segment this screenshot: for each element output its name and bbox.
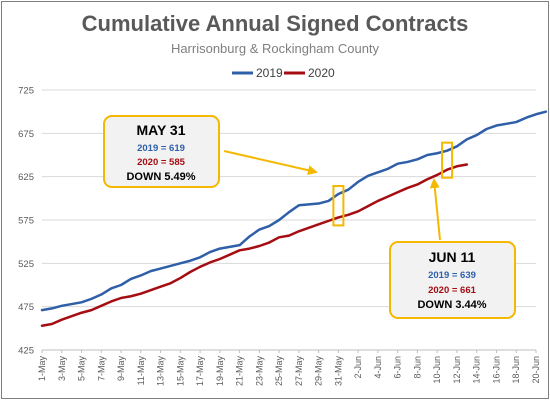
y-tick-label: 475 [18, 302, 34, 313]
x-tick-label: 19-May [215, 356, 225, 387]
x-tick-label: 29-May [314, 356, 324, 387]
x-tick-label: 12-Jun [452, 356, 462, 384]
y-tick-label: 575 [18, 216, 34, 227]
x-tick-label: 10-Jun [432, 356, 442, 384]
x-tick-label: 3-May [57, 356, 67, 382]
x-tick-label: 13-May [156, 356, 166, 387]
x-tick-label: 18-Jun [511, 356, 521, 384]
x-tick-label: 27-May [294, 356, 304, 387]
x-tick-label: 11-May [136, 356, 146, 386]
x-tick-label: 17-May [195, 356, 205, 387]
x-tick-label: 31-May [333, 356, 343, 387]
x-tick-label: 9-May [116, 356, 126, 382]
legend-label-2020: 2020 [308, 66, 335, 80]
x-tick-label: 15-May [175, 356, 185, 387]
annotation-jun11-highlight [441, 141, 454, 179]
x-tick-label: 6-Jun [393, 356, 403, 379]
series-line-2020 [40, 163, 469, 327]
y-tick-label: 675 [18, 129, 34, 140]
x-tick-label: 2-Jun [353, 356, 363, 379]
annotation-may31-line3: DOWN 5.49% [126, 171, 195, 183]
x-tick-label: 25-May [274, 356, 284, 387]
annotation-may31: MAY 31 2019 = 619 2020 = 585 DOWN 5.49% [103, 115, 345, 227]
y-tick-label: 525 [18, 259, 34, 270]
x-tick-label: 1-May [37, 356, 47, 382]
annotation-jun11-arrow [429, 178, 441, 241]
y-axis: 425 475 525 575 625 675 725 [18, 86, 34, 357]
annotation-may31-line1: 2019 = 619 [137, 143, 185, 154]
x-tick-label: 4-Jun [373, 356, 383, 379]
series-layer [40, 110, 548, 327]
annotation-jun11-box [389, 241, 516, 319]
annotation-may31-title: MAY 31 [136, 122, 185, 138]
annotation-may31-line2: 2020 = 585 [137, 157, 186, 168]
legend-label-2019: 2019 [256, 66, 283, 80]
annotation-jun11-line2: 2020 = 661 [428, 285, 477, 296]
annotation-jun11-line1: 2019 = 639 [428, 270, 476, 281]
x-tick-label: 5-May [77, 356, 87, 382]
y-tick-label: 625 [18, 172, 34, 183]
x-tick-label: 16-Jun [491, 356, 501, 384]
x-tick-label: 8-Jun [412, 356, 422, 379]
x-tick-label: 14-Jun [472, 356, 482, 384]
x-tick-label: 23-May [254, 356, 264, 387]
annotation-may31-arrow [223, 150, 318, 176]
chart-title: Cumulative Annual Signed Contracts [82, 11, 469, 36]
annotation-jun11-line3: DOWN 3.44% [417, 299, 486, 311]
annotation-jun11-title: JUN 11 [429, 249, 476, 265]
annotation-may31-highlight [332, 185, 345, 227]
x-axis: 1-May 3-May 5-May 7-May 9-May 11-May 13-May 15-… [37, 350, 541, 386]
x-tick-label: 20-Jun [531, 356, 541, 384]
annotation-jun11: JUN 11 2019 = 639 2020 = 661 DOWN 3.44% [389, 141, 516, 319]
legend: 2019 2020 [232, 66, 335, 80]
annotation-may31-box [103, 115, 220, 188]
x-tick-label: 7-May [96, 356, 106, 382]
series-line-2019 [40, 110, 548, 312]
chart-subtitle: Harrisonburg & Rockingham County [171, 41, 380, 56]
x-tick-label: 21-May [235, 356, 245, 387]
y-tick-label: 725 [18, 86, 34, 97]
y-tick-label: 425 [18, 346, 34, 357]
